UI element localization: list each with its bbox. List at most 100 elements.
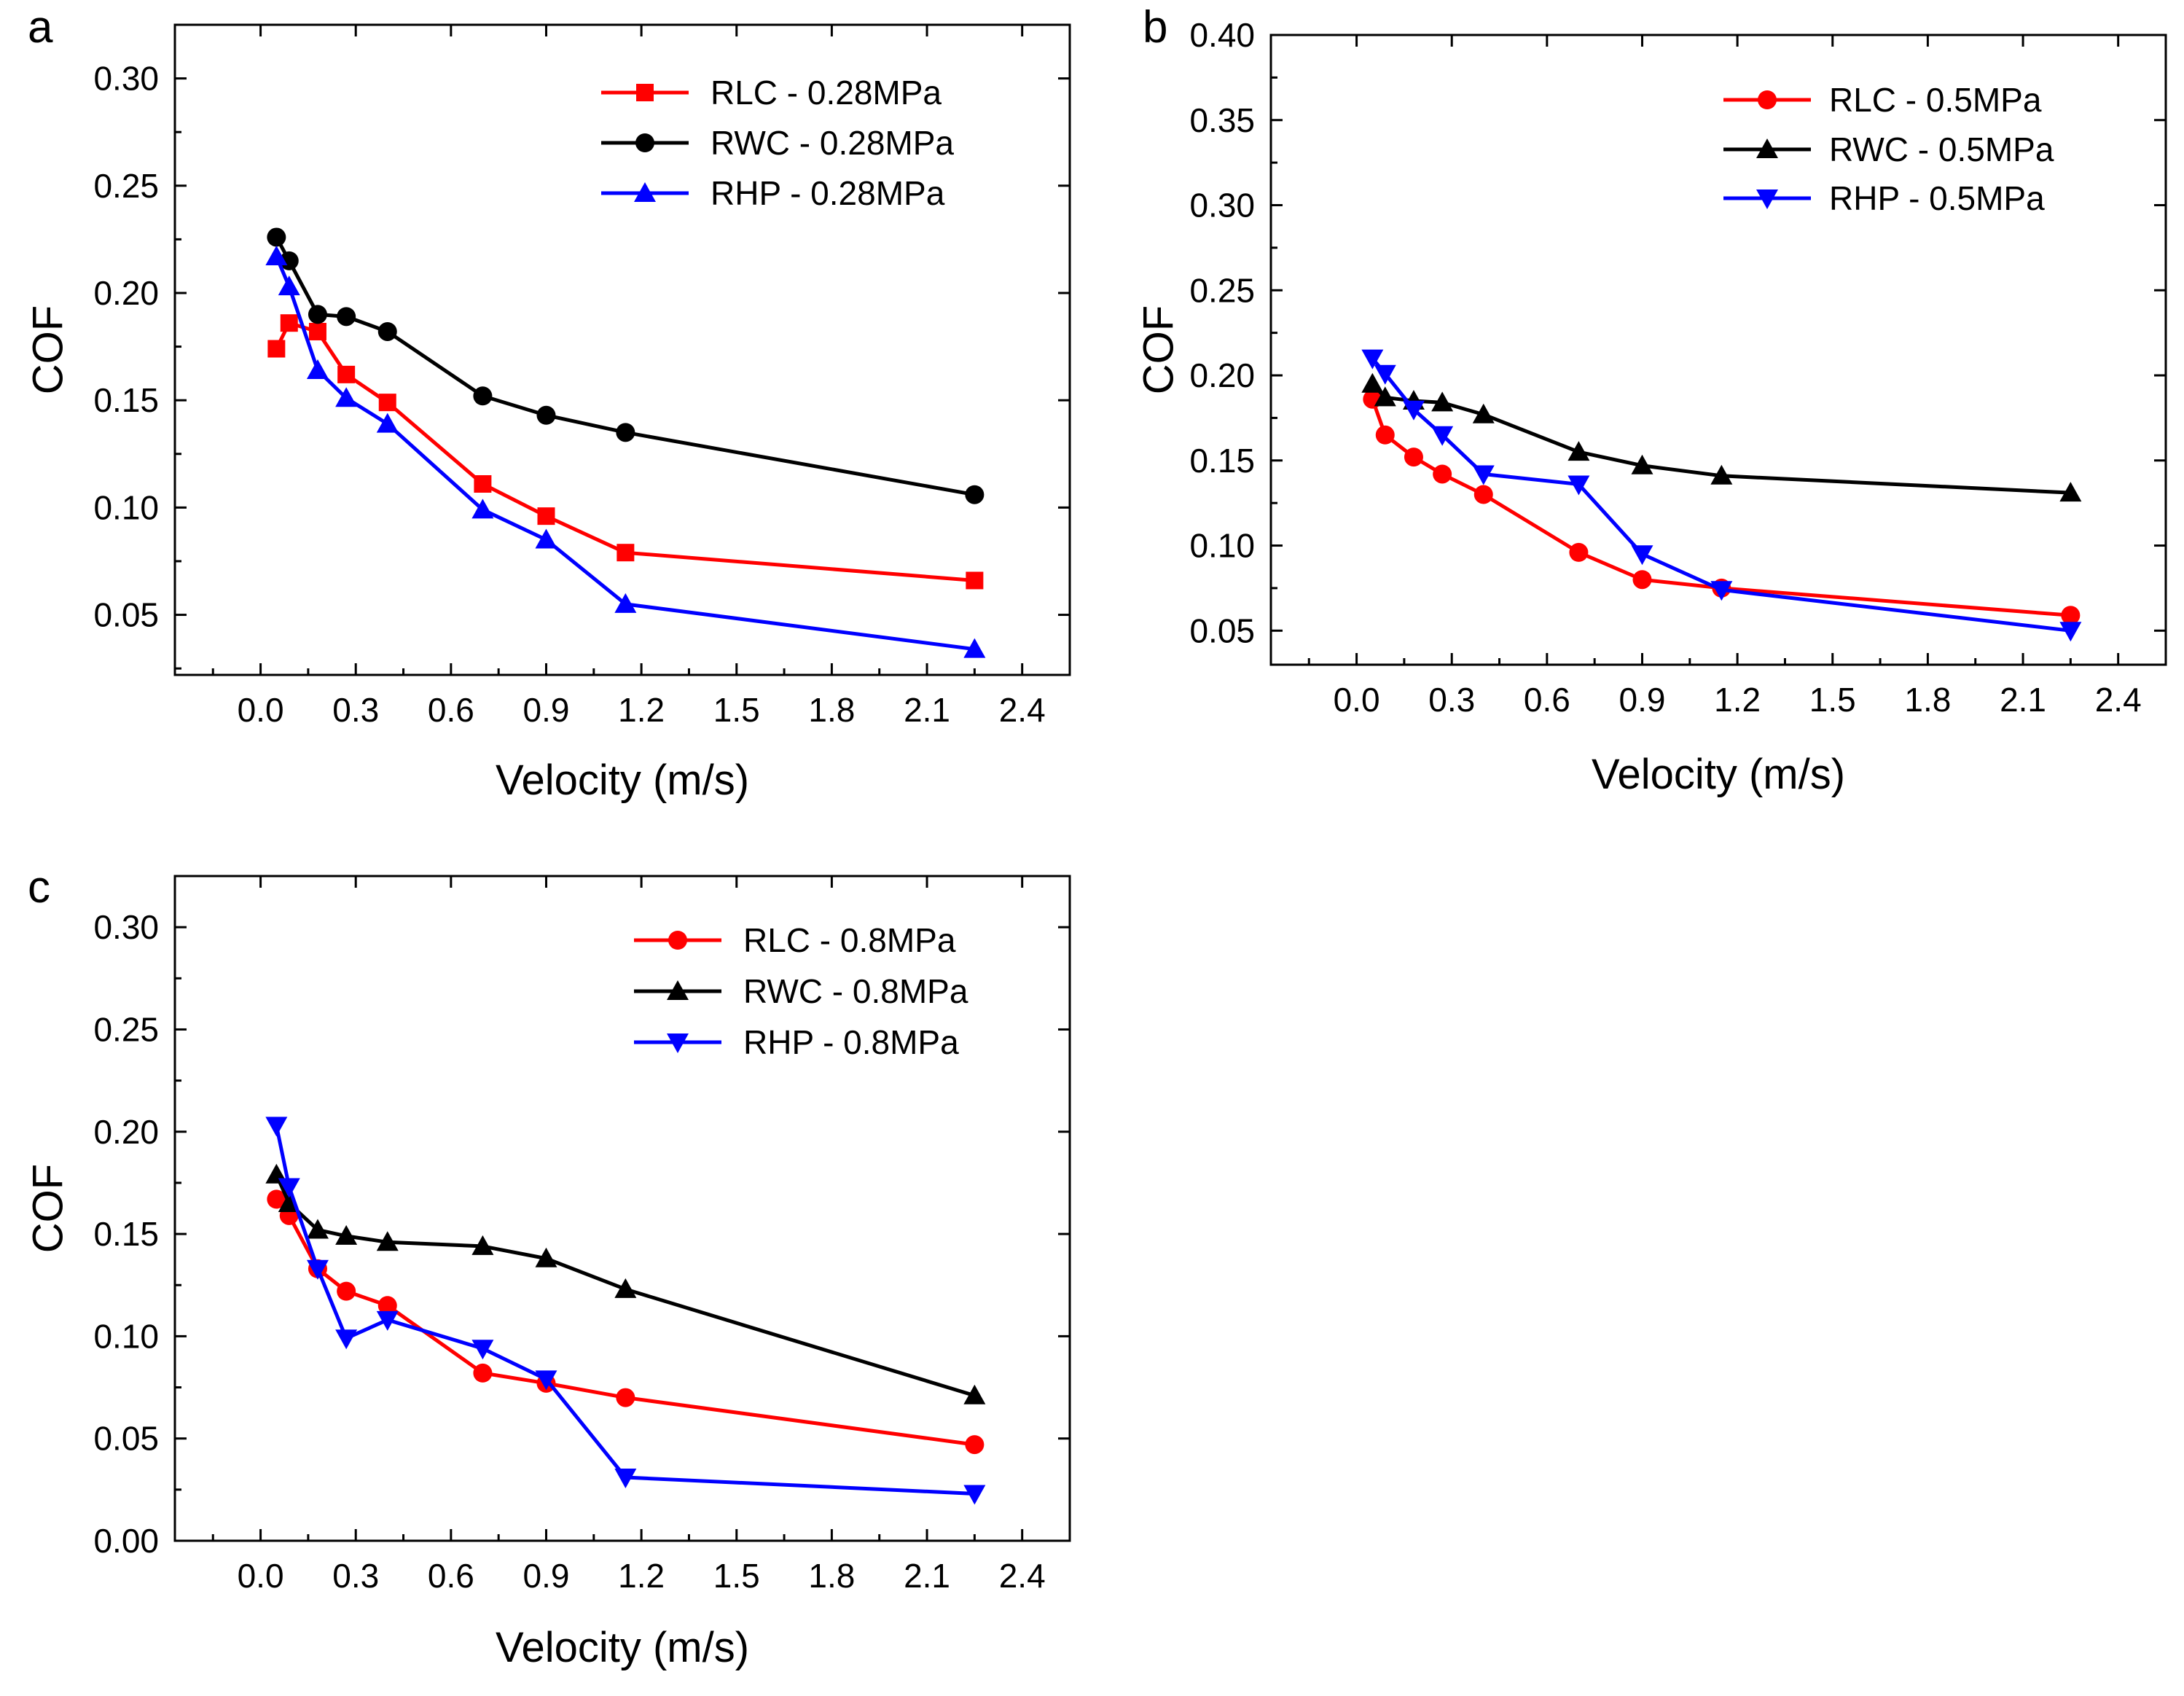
legend-entry: RLC - 0.28MPa: [601, 74, 942, 112]
y-tick-label: 0.15: [93, 1215, 159, 1253]
data-point: [1472, 465, 1495, 485]
y-tick-label: 0.20: [93, 1113, 159, 1151]
y-tick-label: 0.30: [1189, 187, 1255, 224]
data-point: [1404, 448, 1423, 467]
data-point: [536, 405, 556, 425]
legend-marker: [635, 133, 654, 152]
data-point: [2059, 622, 2082, 642]
data-point: [1431, 391, 1454, 412]
panel-letter: c: [28, 862, 50, 913]
x-tick-label: 1.2: [618, 691, 665, 729]
data-point: [2059, 482, 2082, 502]
x-tick-label: 0.9: [523, 691, 570, 729]
data-point: [306, 359, 329, 379]
data-point: [335, 387, 358, 407]
x-tick-label: 1.8: [808, 691, 855, 729]
data-point: [337, 307, 356, 327]
series-line: [275, 236, 975, 497]
x-tick-label: 2.4: [999, 1557, 1046, 1595]
y-axis-label: COF: [1135, 305, 1183, 394]
panel-letter: a: [28, 2, 53, 52]
x-axis-label: Velocity (m/s): [496, 757, 749, 804]
x-tick-label: 0.6: [428, 1557, 474, 1595]
data-point: [335, 1224, 358, 1245]
x-tick-label: 1.5: [713, 1557, 760, 1595]
data-point: [963, 638, 986, 658]
legend-label: RWC - 0.8MPa: [743, 972, 968, 1010]
data-point: [337, 1281, 356, 1301]
data-point: [279, 251, 299, 270]
legend-entry: RLC - 0.5MPa: [1723, 81, 2042, 119]
data-point: [614, 1278, 637, 1298]
series-rwc: [1361, 372, 2082, 502]
data-point: [1631, 545, 1653, 566]
legend-label: RHP - 0.28MPa: [711, 174, 945, 212]
x-tick-label: 0.3: [332, 691, 379, 729]
legend-entry: RWC - 0.8MPa: [634, 972, 968, 1010]
data-point: [614, 1469, 637, 1489]
y-tick-label: 0.15: [93, 381, 159, 419]
data-point: [308, 322, 326, 340]
x-tick-label: 0.0: [238, 1557, 284, 1595]
data-point: [474, 474, 492, 493]
y-axis-label: COF: [25, 1164, 72, 1253]
legend-entry: RWC - 0.28MPa: [601, 124, 954, 162]
data-point: [1374, 386, 1396, 407]
x-tick-label: 0.6: [1524, 681, 1570, 719]
legend-label: RHP - 0.8MPa: [743, 1023, 959, 1061]
x-tick-label: 0.6: [428, 691, 474, 729]
series-rlc: [267, 1189, 985, 1455]
data-point: [616, 1388, 635, 1407]
data-point: [535, 1247, 557, 1267]
legend-label: RLC - 0.5MPa: [1829, 81, 2042, 119]
data-point: [1361, 349, 1384, 370]
legend-label: RWC - 0.5MPa: [1829, 130, 2054, 168]
data-point: [614, 593, 637, 613]
data-point: [617, 544, 635, 562]
legend-marker: [667, 980, 689, 1000]
data-point: [471, 499, 494, 519]
y-tick-label: 0.20: [93, 274, 159, 312]
data-point: [535, 528, 557, 549]
x-tick-label: 0.0: [238, 691, 284, 729]
data-point: [1567, 441, 1590, 461]
data-point: [963, 1485, 986, 1505]
data-point: [1710, 464, 1733, 485]
x-tick-label: 0.3: [332, 1557, 379, 1595]
data-point: [1631, 454, 1653, 474]
data-point: [267, 1189, 286, 1209]
legend-label: RWC - 0.28MPa: [711, 124, 954, 162]
x-tick-label: 1.2: [618, 1557, 665, 1595]
y-tick-label: 0.25: [1189, 271, 1255, 309]
plot-frame: [173, 23, 1071, 676]
data-point: [267, 227, 286, 247]
legend-label: RHP - 0.5MPa: [1829, 179, 2045, 217]
x-tick-label: 2.4: [999, 691, 1046, 729]
y-axis-label: COF: [25, 305, 72, 394]
x-tick-label: 1.2: [1714, 681, 1761, 719]
data-point: [306, 1259, 329, 1280]
legend-label: RLC - 0.28MPa: [711, 74, 942, 112]
data-point: [278, 1178, 300, 1198]
data-point: [376, 413, 399, 433]
series-line: [275, 255, 975, 652]
data-point: [308, 305, 327, 324]
legend-label: RLC - 0.8MPa: [743, 921, 956, 959]
series-rlc: [1363, 389, 2081, 625]
data-point: [335, 1329, 358, 1350]
y-tick-label: 0.05: [93, 596, 159, 634]
x-tick-label: 2.1: [904, 1557, 950, 1595]
y-tick-label: 0.25: [93, 1010, 159, 1048]
data-point: [376, 1231, 399, 1251]
legend-entry: RLC - 0.8MPa: [634, 921, 956, 959]
data-point: [265, 245, 288, 265]
data-point: [965, 485, 985, 504]
y-tick-label: 0.10: [1189, 527, 1255, 565]
x-tick-label: 2.4: [2095, 681, 2142, 719]
chart-panel-b: b 0.0 0.3 0.6 0.9 1.2 1.5 1.8 2.1 2.4 0.05 0.10 0.15…: [1135, 2, 2167, 798]
y-tick-label: 0.30: [93, 908, 159, 946]
plot-frame: [173, 875, 1071, 1542]
chart-panel-c: c 0.0 0.3 0.6 0.9 1.2 1.5 1.8 2.1 2.4 0.00 0.05 0.10…: [25, 862, 1071, 1671]
data-point: [537, 507, 555, 525]
y-tick-label: 0.25: [93, 167, 159, 205]
